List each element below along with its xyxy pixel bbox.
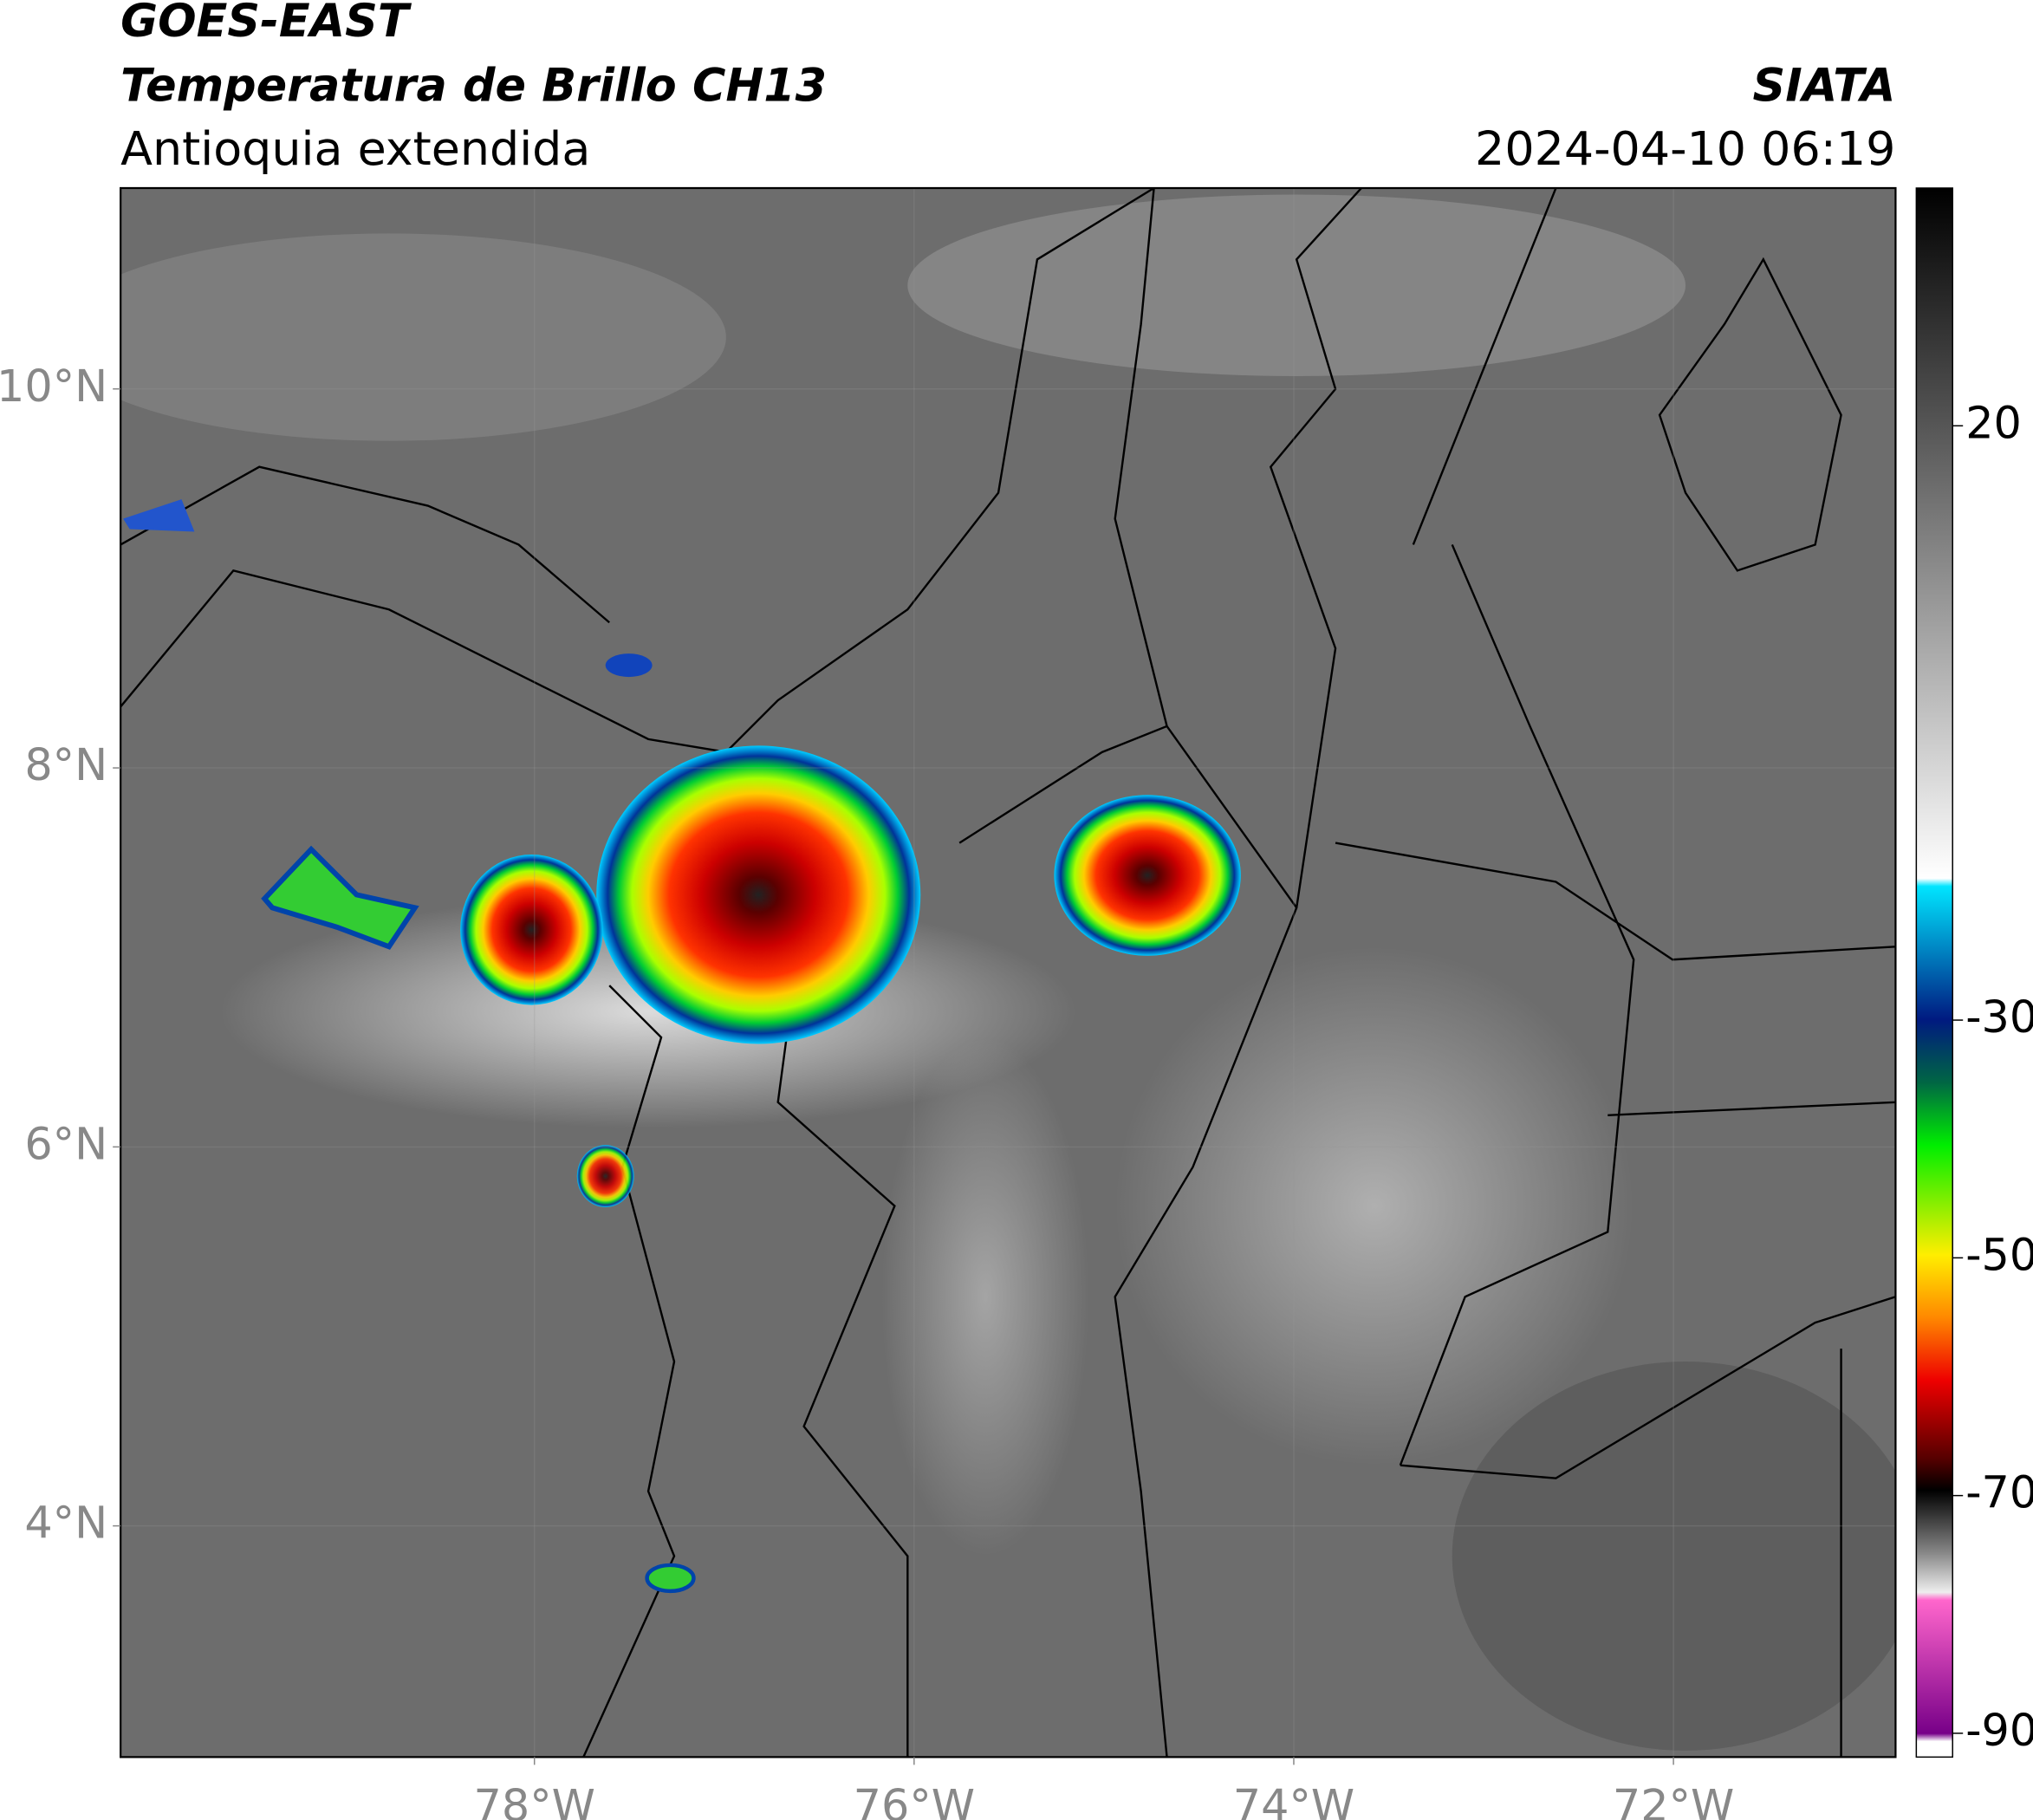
y-tick-label: 8°N (24, 739, 107, 790)
grid (120, 188, 1896, 1758)
region: Antioquia extendida (120, 121, 590, 176)
source: SIATA (1753, 60, 1896, 113)
x-tick-label: 74°W (1233, 1780, 1354, 1820)
product: Temperatura de Brillo CH13 (120, 60, 827, 113)
colorbar-tick-label: -90 (1965, 1705, 2033, 1756)
colorbar-tick-label: 20 (1965, 397, 2022, 448)
colorbar-tick-label: -30 (1965, 991, 2033, 1043)
y-tick-label: 10°N (0, 361, 107, 412)
satellite: GOES-EAST (120, 0, 412, 48)
x-tick-label: 76°W (854, 1780, 975, 1820)
map-frame (120, 186, 1897, 1758)
datetime: 2024-04-10 06:19 (1475, 121, 1895, 176)
colorbar-tick-label: -70 (1965, 1467, 2033, 1518)
colorbar-tick-label: -50 (1965, 1229, 2033, 1280)
y-tick-label: 6°N (24, 1118, 107, 1169)
y-tick-label: 4°N (24, 1498, 107, 1549)
colorbar (1915, 187, 1953, 1758)
x-tick-label: 78°W (473, 1780, 594, 1820)
map-image (120, 188, 1896, 1758)
x-tick-label: 72°W (1613, 1780, 1734, 1820)
